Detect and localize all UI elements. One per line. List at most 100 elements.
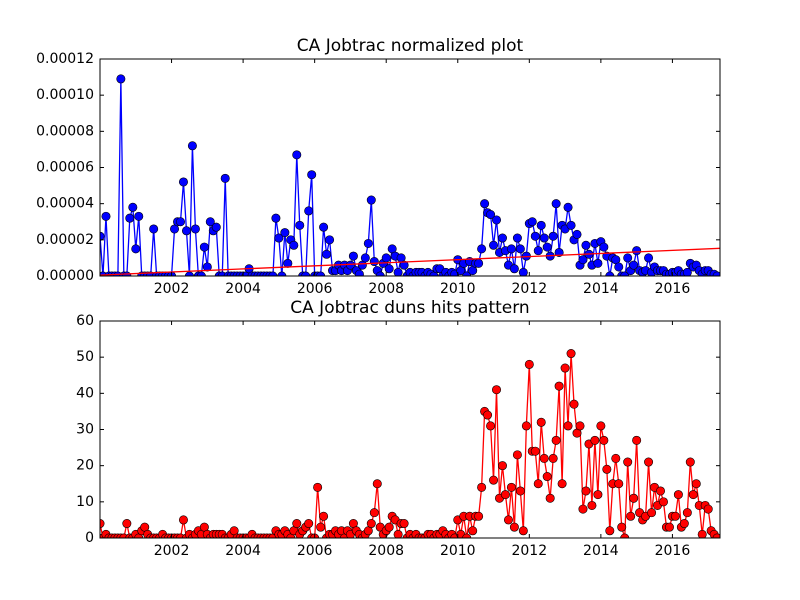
chart-title: CA Jobtrac duns hits pattern — [290, 298, 529, 318]
x-tick-label: 2002 — [154, 281, 190, 297]
point — [527, 217, 537, 227]
point — [599, 242, 609, 252]
point — [629, 260, 639, 270]
point — [679, 519, 689, 529]
point — [670, 511, 680, 521]
point — [626, 511, 636, 521]
point — [518, 267, 528, 276]
point — [280, 228, 290, 238]
point — [539, 453, 549, 463]
y-tick-label: 50 — [76, 349, 94, 365]
y-tick-label: 0.00004 — [36, 196, 94, 212]
point — [363, 238, 373, 248]
point — [658, 497, 668, 507]
point — [178, 515, 188, 525]
x-tick-label: 2008 — [368, 281, 404, 297]
point — [623, 253, 633, 263]
y-tick-label: 0.00006 — [36, 160, 94, 176]
point — [500, 490, 510, 500]
point — [539, 233, 549, 243]
point — [545, 493, 555, 503]
point — [691, 479, 701, 489]
point — [566, 220, 576, 230]
point — [548, 453, 558, 463]
point — [551, 199, 561, 209]
point — [563, 202, 573, 212]
point — [304, 519, 314, 529]
point — [590, 435, 600, 445]
point — [497, 233, 507, 243]
point — [542, 472, 552, 482]
point — [632, 435, 642, 445]
point — [682, 267, 692, 276]
point — [181, 226, 191, 236]
point — [399, 260, 409, 270]
point — [202, 262, 212, 272]
point — [512, 450, 522, 460]
point — [474, 511, 484, 521]
point — [614, 262, 624, 272]
point — [536, 417, 546, 427]
point — [497, 461, 507, 471]
y-tick-label: 0.00000 — [36, 268, 94, 284]
point — [295, 220, 305, 230]
point — [122, 519, 132, 529]
chart-title: CA Jobtrac normalized plot — [297, 36, 524, 56]
x-tick-label: 2010 — [440, 281, 476, 297]
point — [518, 526, 528, 536]
point — [393, 267, 403, 276]
point — [629, 493, 639, 503]
x-tick-label: 2016 — [655, 543, 691, 559]
point — [492, 215, 502, 225]
point — [605, 526, 615, 536]
point — [551, 435, 561, 445]
point — [509, 264, 519, 274]
point — [345, 260, 355, 270]
point — [149, 224, 159, 234]
point — [354, 269, 364, 276]
point — [369, 508, 379, 518]
point — [506, 482, 516, 492]
point — [366, 195, 376, 205]
point — [587, 500, 597, 510]
point — [647, 508, 657, 518]
point — [644, 253, 654, 263]
point — [614, 479, 624, 489]
point — [578, 255, 588, 265]
point — [581, 240, 591, 250]
point — [199, 242, 209, 252]
x-tick-label: 2014 — [583, 281, 619, 297]
point — [536, 220, 546, 230]
point — [566, 349, 576, 359]
point — [480, 199, 490, 209]
point — [190, 224, 200, 234]
point — [572, 229, 582, 239]
x-tick-label: 2004 — [225, 543, 261, 559]
point — [316, 522, 326, 532]
point — [503, 515, 513, 525]
x-tick-label: 2004 — [225, 281, 261, 297]
point — [319, 222, 329, 232]
point — [593, 258, 603, 268]
point — [515, 486, 525, 496]
y-tick-label: 20 — [76, 458, 94, 474]
point — [369, 257, 379, 267]
point — [563, 421, 573, 431]
point — [548, 231, 558, 241]
point — [486, 421, 496, 431]
point — [593, 490, 603, 500]
x-tick-label: 2008 — [368, 543, 404, 559]
point — [128, 202, 138, 212]
point — [673, 490, 683, 500]
point — [205, 217, 215, 227]
y-tick-label: 0.00012 — [36, 51, 94, 67]
point — [560, 363, 570, 373]
point — [474, 258, 484, 268]
point — [492, 385, 502, 395]
point — [489, 475, 499, 485]
point — [271, 213, 281, 223]
point — [381, 253, 391, 263]
point — [596, 421, 606, 431]
point — [557, 479, 567, 489]
